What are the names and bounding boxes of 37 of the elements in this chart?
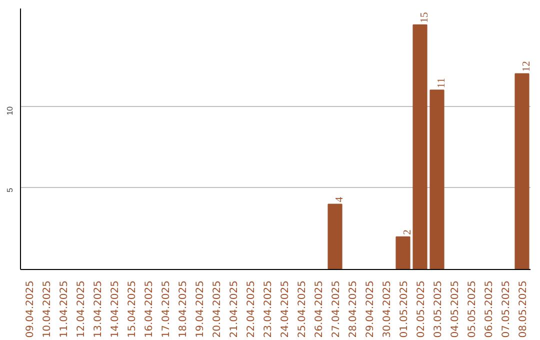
x-tick-label: 19.04.2025 xyxy=(195,280,206,338)
data-label: 12 xyxy=(522,61,532,72)
x-tick-label: 23.04.2025 xyxy=(263,280,274,338)
x-tick-label: 15.04.2025 xyxy=(127,280,138,338)
x-tick-label: 04.05.2025 xyxy=(450,280,461,338)
x-tick-label: 17.04.2025 xyxy=(161,280,172,338)
x-tick-label: 06.05.2025 xyxy=(484,280,495,338)
x-tick-label: 30.04.2025 xyxy=(382,280,393,338)
x-tick-label: 13.04.2025 xyxy=(93,280,104,338)
x-tick-label: 09.04.2025 xyxy=(25,280,36,338)
x-tick-label: 25.04.2025 xyxy=(297,280,308,338)
x-tick-label: 20.04.2025 xyxy=(212,280,223,338)
y-tick-label: 5 xyxy=(6,187,14,192)
x-tick-label: 26.04.2025 xyxy=(314,280,325,338)
x-tick-label: 01.05.2025 xyxy=(399,280,410,338)
x-tick-label: 12.04.2025 xyxy=(76,280,87,338)
x-tick-label: 21.04.2025 xyxy=(229,280,240,338)
x-tick-label: 29.04.2025 xyxy=(365,280,376,338)
x-tick-label: 24.04.2025 xyxy=(280,280,291,338)
x-tick-label: 10.04.2025 xyxy=(42,280,53,338)
data-label: 4 xyxy=(334,196,346,202)
data-label: 2 xyxy=(402,230,414,235)
x-tick-label: 16.04.2025 xyxy=(144,280,155,338)
data-label: 11 xyxy=(436,78,448,88)
x-tick-label: 27.04.2025 xyxy=(331,280,342,338)
x-tick-label: 28.04.2025 xyxy=(348,280,359,338)
x-tick-label: 08.05.2025 xyxy=(518,280,529,338)
x-tick-label: 18.04.2025 xyxy=(178,280,189,338)
x-tick-label: 11.04.2025 xyxy=(59,280,70,338)
x-tick-label: 02.05.2025 xyxy=(416,280,427,338)
x-tick-label: 03.05.2025 xyxy=(433,280,444,338)
x-tick-label: 05.05.2025 xyxy=(467,280,478,338)
x-tick-label: 07.05.2025 xyxy=(501,280,512,338)
x-tick-label: 14.04.2025 xyxy=(110,280,121,338)
y-tick-label: 10 xyxy=(6,106,14,116)
data-label: 15 xyxy=(420,12,430,23)
x-tick-label: 22.04.2025 xyxy=(246,280,257,338)
